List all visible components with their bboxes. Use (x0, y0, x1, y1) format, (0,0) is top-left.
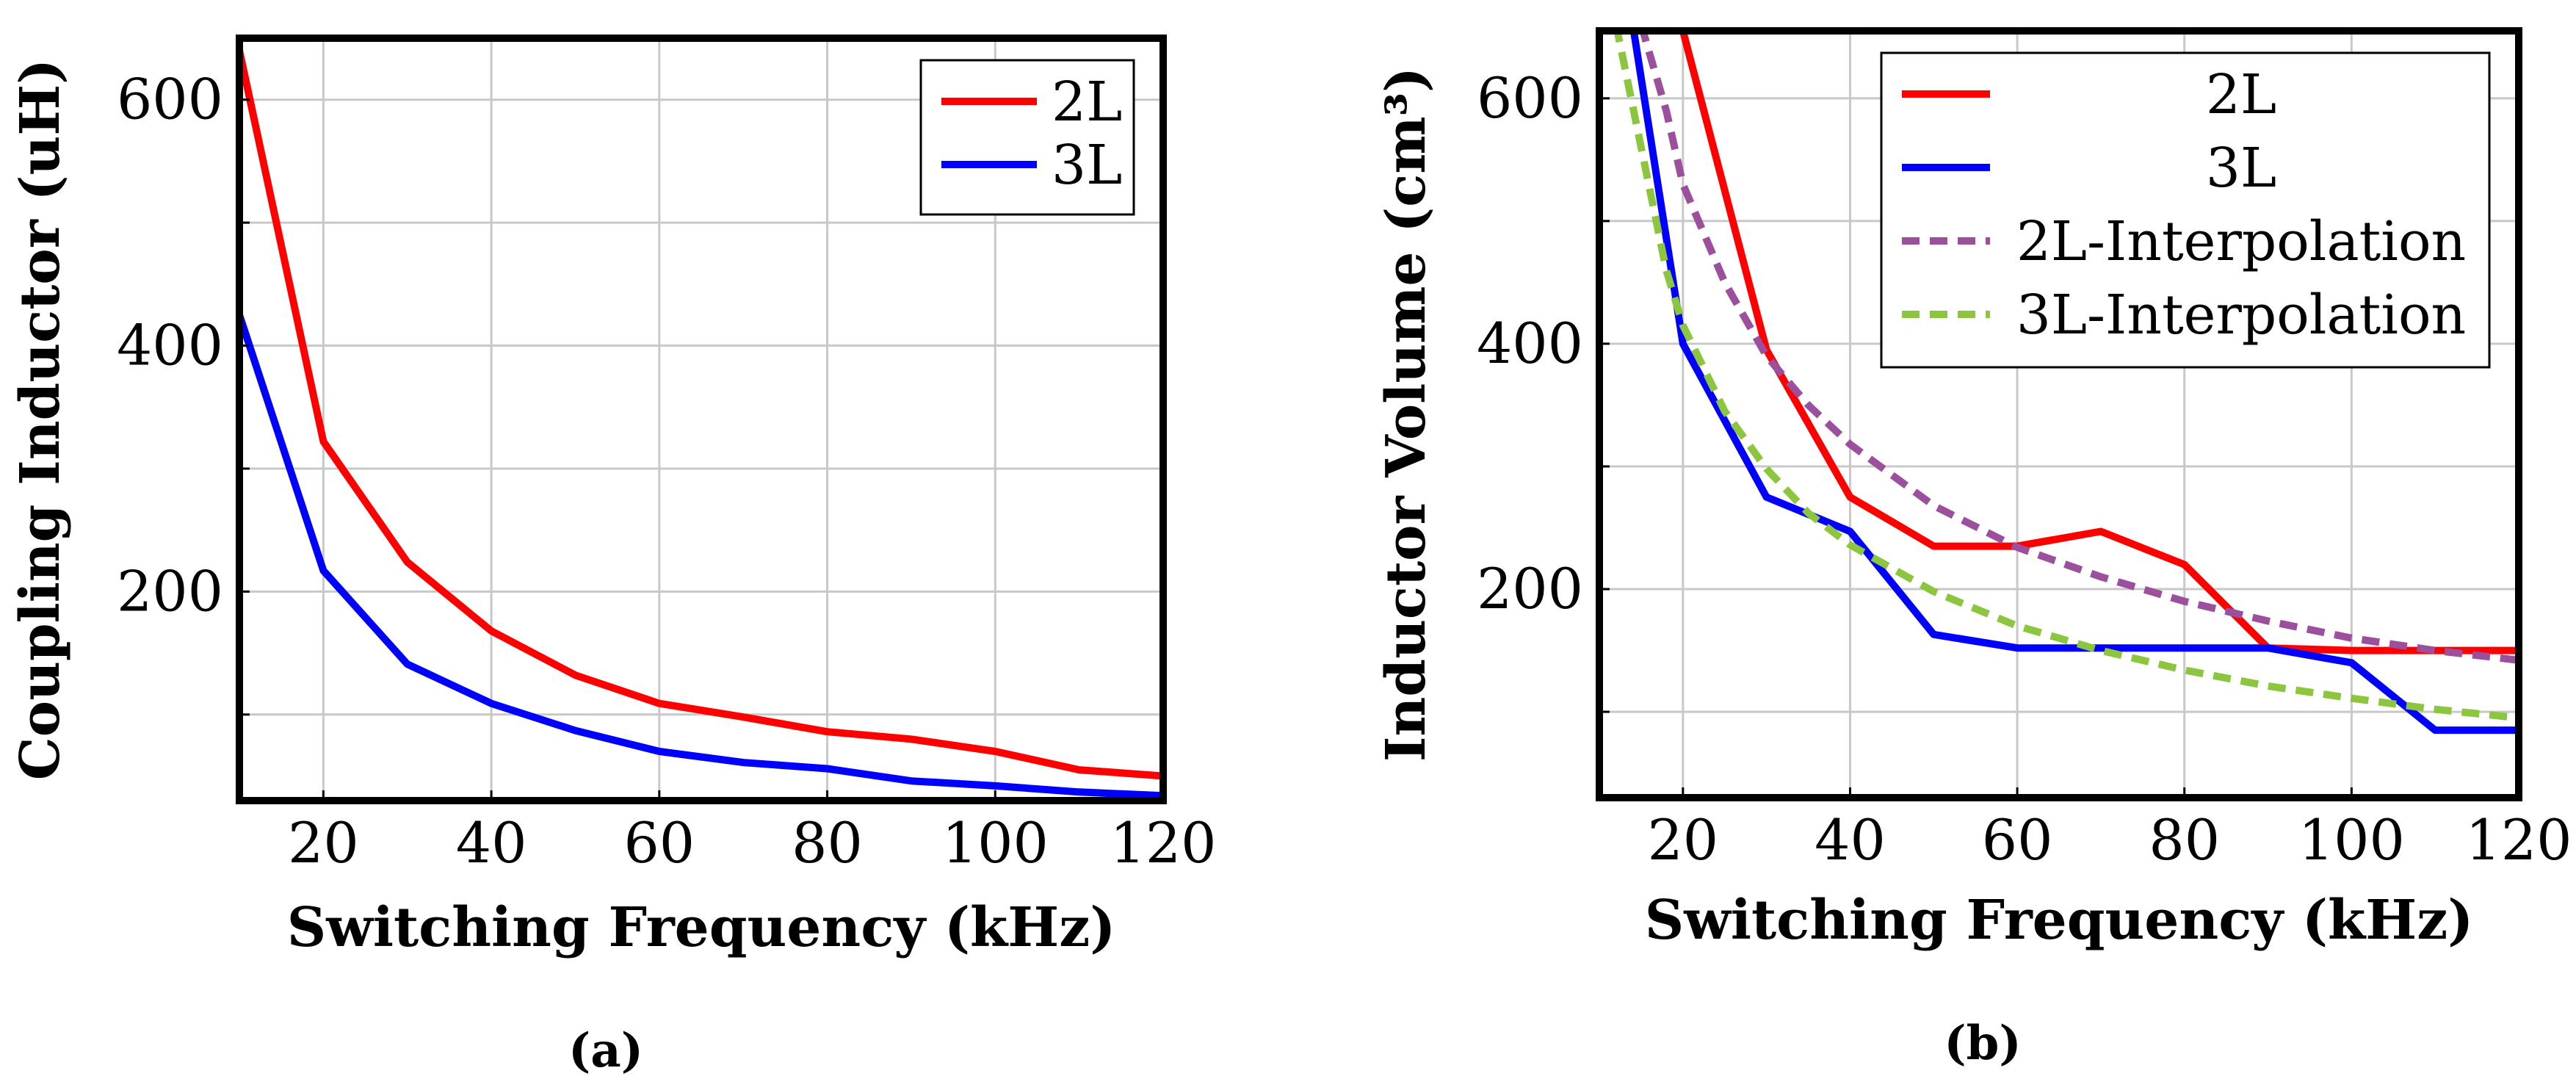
legend-box (919, 59, 1135, 216)
x-tick-label: 20 (288, 810, 359, 876)
series-line-2l (1643, 31, 2519, 654)
panel-b: 20 40 60 80 100 120 200 400 600 Switching Freque… (1375, 27, 2572, 1071)
panel-b-x-axis-label: Switching Frequency (kHz) (1645, 889, 2474, 952)
panel-a-x-axis-label: Switching Frequency (kHz) (287, 896, 1116, 959)
x-tick-label: 40 (456, 810, 527, 876)
y-tick-label: 600 (1477, 65, 1583, 131)
panel-a-series (239, 49, 1163, 800)
series-line-2l-interpolation (1639, 31, 2519, 664)
legend-label: 3L (2206, 137, 2276, 200)
panel-b-caption: (b) (1944, 1016, 2021, 1071)
panel-a: 20 40 60 80 100 120 200 400 600 Switching Freque… (9, 35, 1217, 1078)
x-tick-label: 60 (623, 810, 695, 876)
y-tick-label: 200 (117, 558, 223, 624)
panel-a-y-axis-label: Coupling Inductor (uH) (9, 59, 72, 780)
panel-a-frame (236, 35, 1167, 804)
panel-b-ticks: 20 40 60 80 100 120 200 400 600 (1477, 65, 2572, 873)
x-tick-label: 40 (1815, 807, 1886, 873)
x-tick-label: 120 (2465, 807, 2572, 873)
x-tick-label: 120 (1110, 810, 1216, 876)
legend-label: 2L (2206, 63, 2276, 126)
x-tick-label: 80 (2149, 807, 2220, 873)
x-tick-label: 60 (1982, 807, 2053, 873)
legend-box (1880, 51, 2491, 369)
series-line-3l-interpolation (1613, 31, 2519, 722)
panel-b-frame (1596, 27, 2522, 801)
x-tick-label: 100 (942, 810, 1049, 876)
legend-label: 3L-Interpolation (2016, 284, 2466, 347)
legend-label: 2L-Interpolation (2016, 210, 2466, 273)
legend-label: 2L (1052, 71, 1122, 134)
y-tick-label: 600 (117, 67, 223, 132)
panel-b-legend: 2L 3L 2L-Interpolation 3L-Interpolation (1880, 51, 2491, 369)
y-tick-label: 200 (1477, 556, 1583, 621)
series-line-2l (239, 49, 1163, 780)
panel-b-series (1613, 31, 2519, 735)
series-line-3l (239, 314, 1163, 800)
panel-b-y-axis-label: Inductor Volume (cm³) (1375, 67, 1438, 762)
x-tick-label: 100 (2298, 807, 2405, 873)
panel-a-ticks: 20 40 60 80 100 120 200 400 600 (117, 67, 1217, 876)
y-tick-label: 400 (117, 313, 223, 378)
legend-label: 3L (1052, 134, 1122, 197)
panel-a-caption: (a) (568, 1023, 643, 1078)
y-tick-label: 400 (1477, 311, 1583, 376)
series-line-3l (1629, 31, 2519, 735)
x-tick-label: 20 (1647, 807, 1718, 873)
x-tick-label: 80 (792, 810, 863, 876)
